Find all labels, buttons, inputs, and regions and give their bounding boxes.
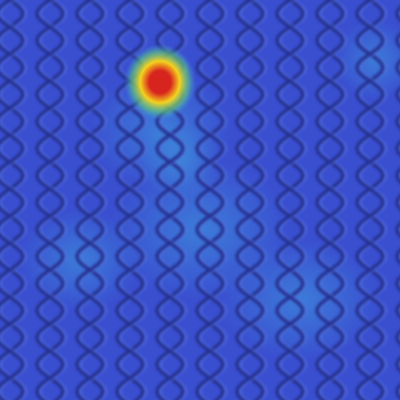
mesh-wire [274, 0, 306, 400]
mesh-wire [314, 0, 346, 400]
heat-hotspot [124, 44, 196, 120]
mesh-wire [114, 0, 146, 400]
mesh-wire [194, 0, 226, 400]
mesh-wire [394, 31, 400, 374]
mesh-wire [354, 0, 386, 400]
mesh-wire [0, 0, 26, 400]
mesh-wire [34, 0, 66, 400]
mesh-wire [74, 0, 106, 400]
mesh-wire [234, 0, 266, 400]
